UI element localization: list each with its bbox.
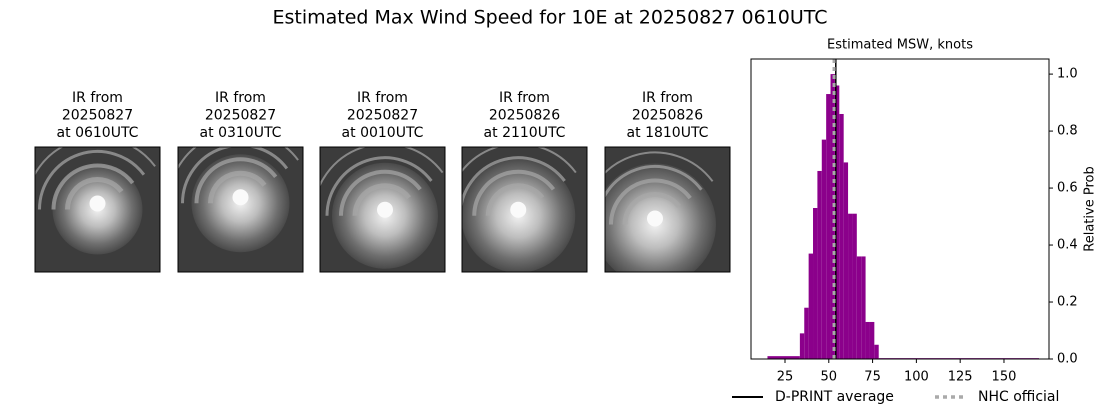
bar	[808, 253, 814, 359]
image-border	[34, 146, 161, 273]
spiral-band	[35, 147, 156, 176]
y-tick-label: 0.0	[1057, 352, 1078, 367]
image-border	[604, 146, 731, 273]
y-tick-label: 0.2	[1057, 295, 1078, 310]
image-caption: IR from	[72, 90, 123, 106]
bar	[869, 321, 875, 359]
ir-content	[35, 147, 160, 272]
chart-title: Estimated MSW, knots	[827, 38, 973, 53]
bar	[834, 85, 840, 359]
ir-content	[320, 147, 445, 272]
bar	[848, 213, 853, 359]
y-tick-label: 0.8	[1057, 124, 1078, 139]
image-caption: 20250827	[62, 108, 133, 124]
eye	[377, 201, 393, 218]
spiral-band	[65, 177, 124, 210]
spiral-band	[605, 151, 714, 182]
image-caption: at 0310UTC	[200, 125, 282, 141]
bar	[852, 213, 857, 359]
image-caption: 20250827	[205, 108, 276, 124]
y-tick-label: 1.0	[1057, 67, 1078, 82]
ir-content	[605, 147, 730, 272]
spiral-band	[208, 170, 267, 204]
image-caption: IR from	[357, 90, 408, 106]
bar	[826, 94, 831, 360]
bar	[843, 162, 849, 359]
spiral-band	[472, 169, 556, 216]
legend-label: D-PRINT average	[775, 389, 894, 405]
image-border	[319, 146, 446, 273]
figure-title: Estimated Max Wind Speed for 10E at 2025…	[272, 7, 827, 29]
ir-image	[319, 146, 446, 273]
x-tick-label: 150	[992, 370, 1017, 385]
ir-image	[604, 146, 731, 273]
x-tick-label: 75	[864, 370, 881, 385]
bar	[830, 74, 835, 359]
spiral-band	[339, 169, 422, 216]
image-caption: IR from	[642, 90, 693, 106]
legend-label: NHC official	[978, 389, 1059, 405]
spiral-band	[352, 183, 411, 216]
image-border	[177, 146, 304, 273]
x-tick-label: 25	[777, 370, 794, 385]
spiral-band	[485, 183, 545, 216]
image-caption: at 1810UTC	[627, 125, 709, 141]
bar	[839, 113, 844, 360]
bar	[813, 208, 818, 359]
spiral-band	[194, 157, 278, 204]
histogram-chart: Estimated MSW, knots 25 50 75 100 125 150 0.0 0.…	[732, 38, 1098, 405]
bar	[861, 256, 866, 359]
spiral-band	[38, 150, 146, 210]
image-caption: at 0010UTC	[342, 125, 424, 141]
image-caption: IR from	[215, 90, 266, 106]
y-tick-label: 0.4	[1057, 238, 1078, 253]
image-caption: 20250827	[347, 108, 418, 124]
ir-image	[34, 146, 161, 273]
ir-content	[178, 147, 303, 272]
bar	[767, 356, 800, 359]
x-tick-label: 50	[821, 370, 838, 385]
image-border	[461, 146, 588, 273]
image-caption: at 0610UTC	[57, 125, 139, 141]
ir-image	[177, 146, 304, 273]
image-caption: at 2110UTC	[484, 125, 566, 141]
bar	[874, 344, 879, 359]
bar	[856, 256, 862, 359]
image-caption: 20250826	[489, 108, 560, 124]
axes-frame	[750, 58, 1050, 360]
image-caption: IR from	[499, 90, 550, 106]
ir-content	[462, 147, 587, 272]
eye	[647, 210, 663, 227]
bar	[804, 307, 809, 359]
y-tick-label: 0.6	[1057, 181, 1078, 196]
bar	[865, 321, 870, 359]
spiral-band	[325, 156, 433, 216]
x-tick-label: 125	[948, 370, 973, 385]
spiral-band	[605, 165, 703, 199]
image-caption: 20250826	[632, 108, 703, 124]
y-axis-label: Relative Prob	[1083, 166, 1098, 251]
eye	[510, 201, 527, 218]
ir-image	[461, 146, 588, 273]
bar	[821, 139, 827, 359]
spiral-band	[462, 156, 566, 212]
bar	[817, 170, 822, 359]
spiral-band	[609, 178, 692, 225]
spiral-band	[181, 147, 289, 204]
eye	[89, 195, 106, 212]
eye	[232, 189, 249, 206]
spiral-band	[51, 163, 135, 210]
spiral-band	[622, 192, 681, 225]
x-tick-label: 100	[904, 370, 929, 385]
bar	[799, 333, 805, 359]
